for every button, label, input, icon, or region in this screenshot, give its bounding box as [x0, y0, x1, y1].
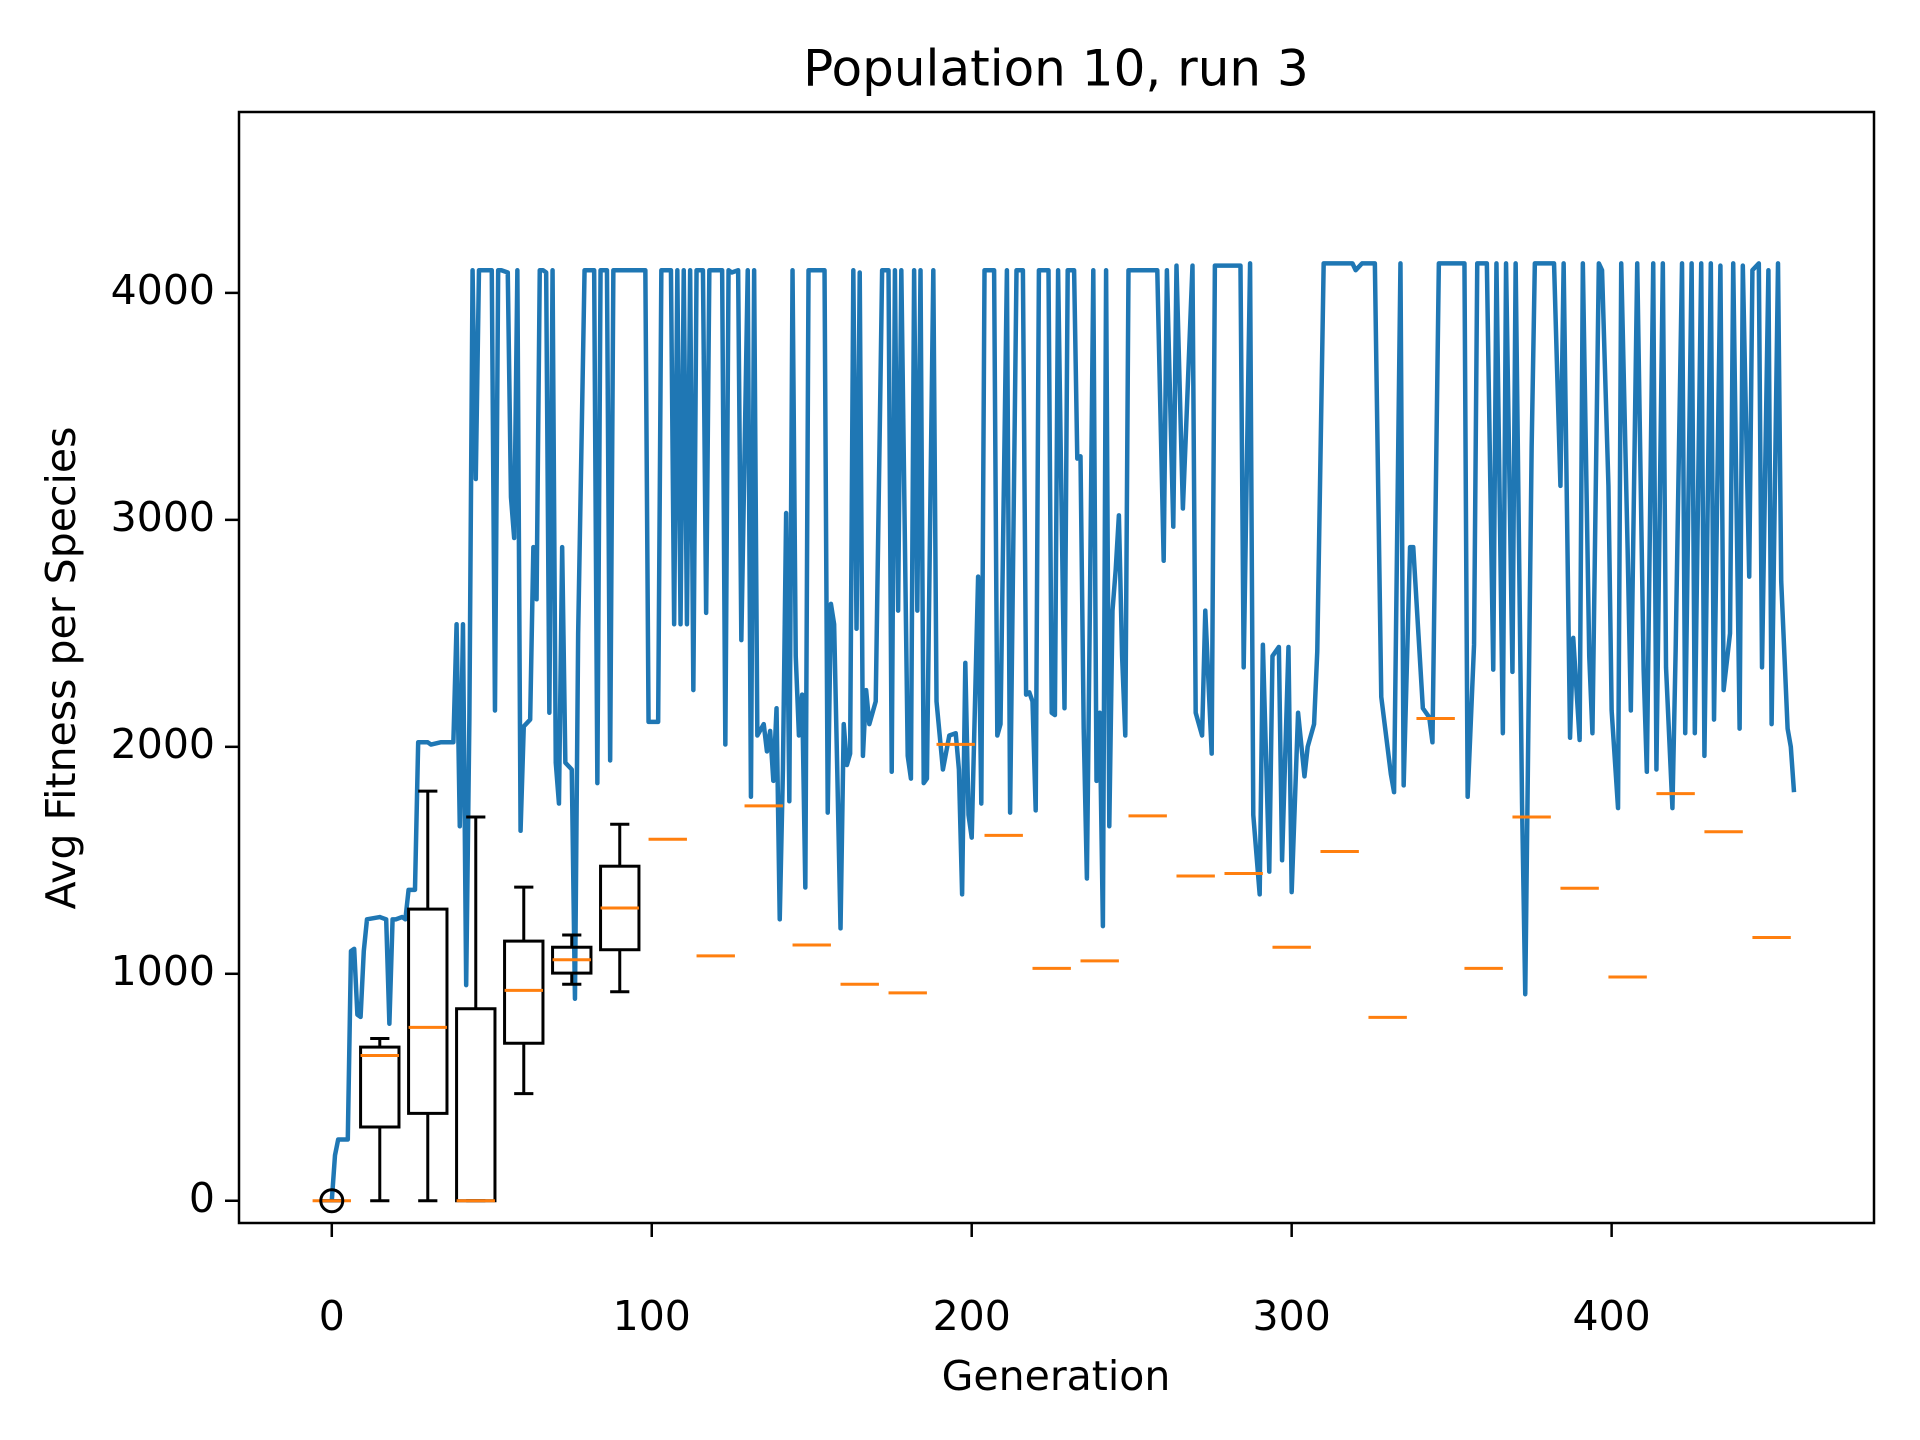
x-axis-label: Generation — [942, 1352, 1171, 1400]
box — [407, 907, 449, 1115]
chart-title: Population 10, run 3 — [803, 40, 1309, 98]
y-tick-label: 3000 — [111, 493, 215, 541]
y-tick-label: 2000 — [111, 720, 215, 768]
box — [359, 1045, 401, 1129]
box — [503, 939, 545, 1045]
y-tick-label: 1000 — [111, 947, 215, 995]
data-line — [329, 261, 1797, 1201]
flier — [319, 1188, 345, 1214]
x-tick-label: 400 — [1572, 1292, 1650, 1340]
x-tick-label: 200 — [933, 1292, 1011, 1340]
x-tick-label: 0 — [319, 1292, 345, 1340]
y-tick-label: 4000 — [111, 266, 215, 314]
y-axis-label: Avg Fitness per Species — [37, 427, 85, 910]
y-tick-label: 0 — [189, 1174, 215, 1222]
x-tick-label: 300 — [1253, 1292, 1331, 1340]
x-tick-label: 100 — [613, 1292, 691, 1340]
plot-frame — [237, 110, 1876, 1225]
